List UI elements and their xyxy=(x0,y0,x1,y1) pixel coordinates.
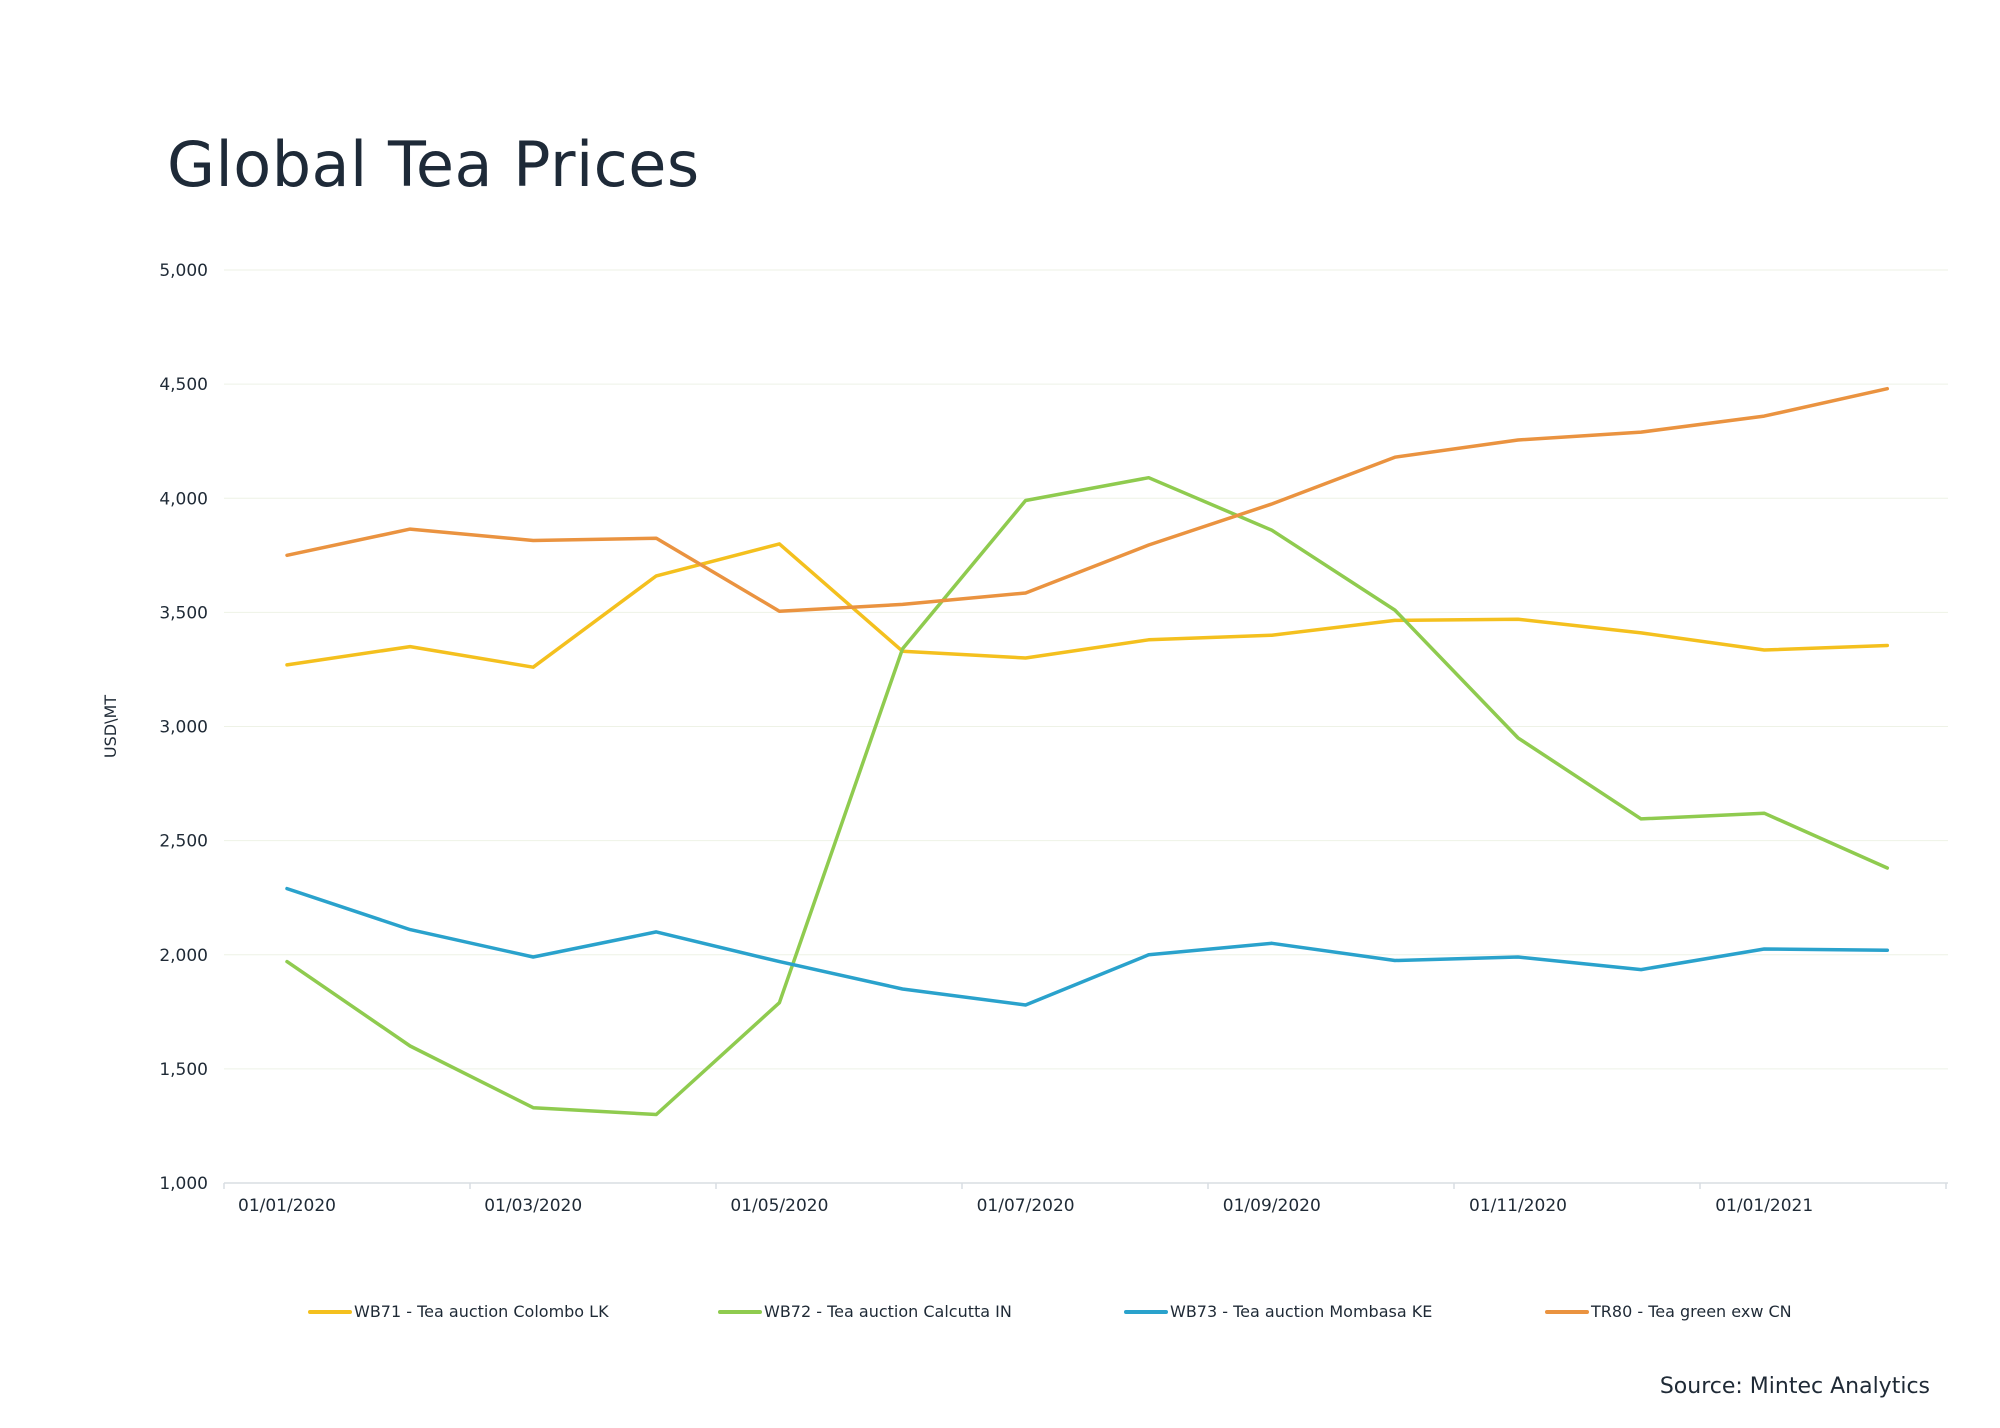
series-lines xyxy=(285,386,1890,1117)
x-tick-label: 01/11/2020 xyxy=(1469,1196,1567,1216)
grid-lines xyxy=(224,269,1948,1184)
source-note: Source: Mintec Analytics xyxy=(1659,1374,1930,1399)
x-tick-label: 01/01/2021 xyxy=(1715,1196,1813,1216)
y-tick-label: 3,000 xyxy=(159,718,208,738)
y-tick-label: 4,500 xyxy=(159,375,208,395)
y-tick-label: 5,000 xyxy=(159,261,208,281)
y-tick-label: 1,000 xyxy=(159,1174,208,1194)
legend-swatch xyxy=(308,1309,352,1314)
series-line-3 xyxy=(285,886,1890,1007)
y-tick-label: 2,500 xyxy=(159,832,208,852)
legend-item: WB73 - Tea auction Mombasa KE xyxy=(1124,1302,1432,1321)
y-tick-label: 4,000 xyxy=(159,489,208,509)
x-tick-label: 01/07/2020 xyxy=(977,1196,1075,1216)
legend-item: TR80 - Tea green exw CN xyxy=(1545,1302,1792,1321)
x-tick-label: 01/03/2020 xyxy=(484,1196,582,1216)
legend-swatch xyxy=(718,1309,762,1314)
legend: WB71 - Tea auction Colombo LK WB72 - Tea … xyxy=(0,1302,2000,1332)
x-tick-label: 01/01/2020 xyxy=(238,1196,336,1216)
legend-item: WB72 - Tea auction Calcutta IN xyxy=(718,1302,1012,1321)
legend-label: WB73 - Tea auction Mombasa KE xyxy=(1170,1302,1433,1321)
series-line-4 xyxy=(285,386,1890,613)
legend-item: WB71 - Tea auction Colombo LK xyxy=(308,1302,609,1321)
x-axis: 01/01/2020 01/03/2020 01/05/2020 01/07/2020… xyxy=(223,1183,1947,1216)
legend-swatch xyxy=(1124,1309,1168,1314)
y-axis-label: USD\MT xyxy=(101,695,120,758)
x-tick-label: 01/09/2020 xyxy=(1223,1196,1321,1216)
y-tick-label: 3,500 xyxy=(159,603,208,623)
chart-title: Global Tea Prices xyxy=(167,128,700,201)
legend-swatch xyxy=(1545,1309,1589,1314)
y-tick-label: 2,000 xyxy=(159,946,208,966)
y-axis-ticks: 1,000 1,500 2,000 2,500 3,000 3,500 4,000 4,500… xyxy=(159,261,208,1194)
x-tick-label: 01/05/2020 xyxy=(730,1196,828,1216)
y-tick-label: 1,500 xyxy=(159,1060,208,1080)
series-line-1 xyxy=(285,542,1890,669)
legend-label: WB71 - Tea auction Colombo LK xyxy=(354,1302,609,1321)
legend-label: WB72 - Tea auction Calcutta IN xyxy=(764,1302,1012,1321)
legend-label: TR80 - Tea green exw CN xyxy=(1591,1302,1792,1321)
series-line-2 xyxy=(285,475,1890,1117)
